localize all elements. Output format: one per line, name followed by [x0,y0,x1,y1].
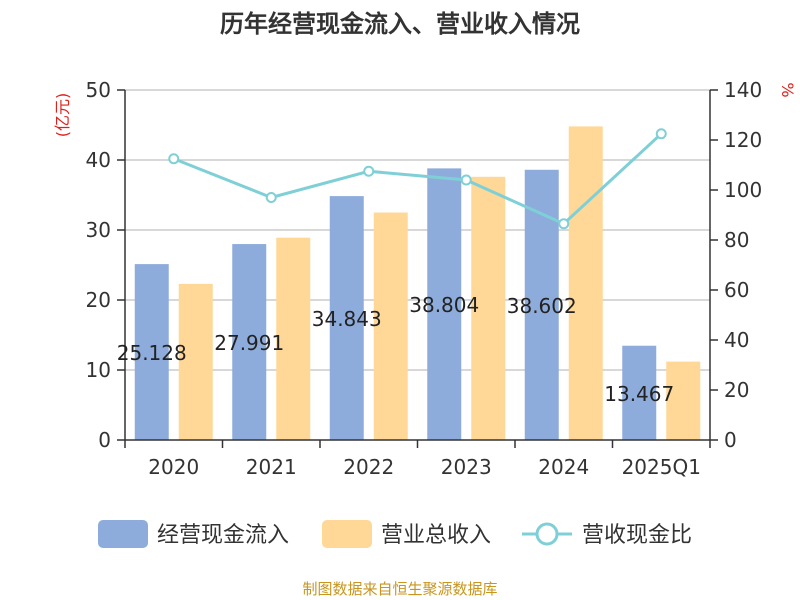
ratio-point-2021[interactable] [265,192,277,203]
chart-title: 历年经营现金流入、营业收入情况 [220,10,580,38]
legend: 经营现金流入 营业总收入 营收现金比 [98,520,692,548]
bar-revenue-2022[interactable] [373,212,408,441]
source-note: 制图数据来自恒生聚源数据库 [302,580,497,598]
right-tick-label: 60 [724,278,749,302]
bar-cash-inflow-2020[interactable] [134,264,169,440]
bar-revenue-2024[interactable] [568,126,603,441]
left-tick-label: 10 [86,358,111,382]
bar-cash-inflow-2023[interactable] [427,168,462,440]
legend-swatch-revenue [322,520,372,548]
ratio-point-2022[interactable] [363,165,375,177]
left-tick-label: 50 [86,78,111,102]
left-tick-label: 30 [86,218,111,242]
x-tick-label: 2022 [343,455,394,479]
x-tick-label: 2020 [148,455,199,479]
legend-item-cash-inflow[interactable]: 经营现金流入 [98,520,289,548]
ratio-point-2020[interactable] [168,153,180,165]
bar-revenue-2023[interactable] [471,176,506,441]
left-tick-label: 0 [98,428,111,452]
left-tick-label: 20 [86,288,111,312]
bar-revenue-2020[interactable] [178,283,213,440]
bar-labels: 25.128 27.991 34.843 38.804 38.602 13.467 [117,293,674,406]
x-tick-label: 2023 [441,455,492,479]
left-axis-unit: (亿元) [53,93,72,138]
legend-label-ratio: 营收现金比 [582,523,692,548]
x-tick-label: 2021 [246,455,297,479]
ratio-point-2024[interactable] [558,218,570,230]
right-tick-label: 100 [724,178,762,202]
right-tick-label: 20 [724,378,749,402]
left-tick-label: 40 [86,148,111,172]
right-tick-label: 120 [724,128,762,152]
x-tick-label: 2025Q1 [622,455,701,479]
bar-revenue-2025Q1[interactable] [666,361,701,440]
legend-label-cash-inflow: 经营现金流入 [157,523,289,548]
legend-item-revenue[interactable]: 营业总收入 [322,520,491,548]
bar-cash-inflow-2022[interactable] [329,196,364,440]
grid [125,89,710,371]
ratio-point-2023[interactable] [460,174,472,186]
bar-value-label: 34.843 [312,307,382,331]
bar-value-label: 13.467 [604,382,674,406]
bar-value-label: 27.991 [214,331,284,355]
x-tick-label: 2024 [538,455,589,479]
right-tick-label: 40 [724,328,749,352]
bars [134,126,701,441]
bar-value-label: 25.128 [117,341,187,365]
bar-cash-inflow-2025Q1[interactable] [622,345,657,440]
legend-item-ratio[interactable]: 营收现金比 [522,522,692,548]
right-tick-label: 80 [724,228,749,252]
right-axis-unit: % [778,82,797,97]
ratio-point-2025Q1[interactable] [655,128,667,140]
line-series [168,128,667,230]
legend-label-revenue: 营业总收入 [381,523,491,548]
legend-swatch-cash-inflow [98,520,148,548]
ratio-line [173,132,663,226]
right-tick-label: 140 [724,78,762,102]
right-tick-label: 0 [724,428,737,452]
bar-value-label: 38.804 [409,293,479,317]
legend-marker-ratio [535,522,559,546]
bar-cash-inflow-2021[interactable] [232,244,267,440]
bar-value-label: 38.602 [507,294,577,318]
bar-revenue-2021[interactable] [276,237,311,440]
axes [117,89,718,448]
tick-labels: 0 10 20 30 40 50 0 20 40 60 80 100 120 140 2020 2021 202… [86,78,763,479]
